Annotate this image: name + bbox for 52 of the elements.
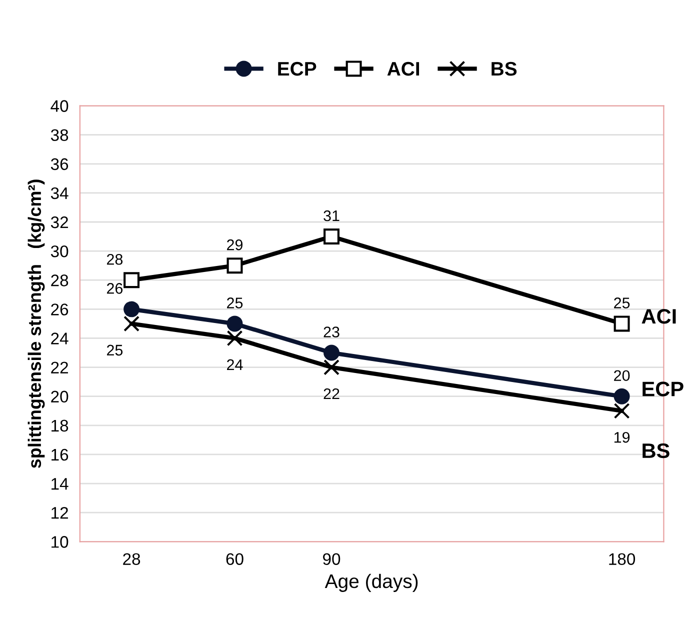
y-tick-label: 28 (51, 274, 68, 286)
y-tick-label: 20 (51, 390, 68, 403)
y-tick-label: 34 (50, 187, 68, 200)
point (324, 228, 340, 245)
legend-label: ACI (387, 62, 420, 76)
y-tick-label: 30 (50, 245, 68, 258)
point (614, 316, 630, 332)
point (226, 258, 243, 274)
x-tick-label: 60 (226, 553, 244, 565)
x-tick-label: 90 (323, 553, 340, 565)
x-tick-label: 28 (123, 553, 140, 565)
y-axis-title: splittingtensile strength (kg/cm²) (28, 180, 45, 468)
y-tick-label: 22 (51, 362, 68, 374)
text: ACI (642, 308, 676, 324)
point (324, 359, 340, 376)
x-tick-label: 180 (609, 553, 636, 565)
data-label: 23 (324, 326, 340, 338)
point (614, 388, 630, 404)
data-label: 26 (106, 283, 123, 294)
point (226, 330, 243, 346)
text: BS (642, 443, 670, 458)
y-tick-label: 10 (52, 536, 68, 548)
y-tick-label: 12 (52, 506, 68, 519)
data-label: 25 (106, 344, 123, 356)
data-label: 25 (614, 298, 630, 308)
point (614, 402, 630, 419)
y-tick-label: 16 (52, 448, 68, 461)
legend-label: BS (492, 62, 517, 76)
x-axis-title: Age (days) (324, 574, 418, 592)
data-label: 20 (614, 370, 630, 382)
legend-label: ECP (278, 62, 316, 76)
point (124, 272, 140, 288)
data-label: 19 (614, 432, 630, 443)
data-label: 24 (227, 359, 243, 370)
y-tick-label: 14 (52, 478, 68, 490)
point (124, 301, 140, 318)
y-tick-label: 40 (50, 100, 68, 112)
y-tick-label: 26 (51, 304, 68, 316)
y-tick-label: 36 (50, 158, 68, 170)
y-tick-label: 38 (50, 129, 68, 142)
y-tick-label: 24 (51, 332, 68, 344)
data-label: 31 (324, 210, 340, 222)
data-label: 25 (227, 298, 243, 308)
point (324, 344, 340, 361)
data-label: 29 (227, 239, 243, 250)
data-label: 28 (106, 254, 123, 265)
y-tick-label: 32 (50, 216, 68, 228)
y-tick-label: 18 (52, 420, 68, 432)
point (226, 316, 243, 332)
point (124, 316, 140, 332)
data-label: 22 (324, 388, 340, 400)
text: ECP (642, 382, 684, 396)
